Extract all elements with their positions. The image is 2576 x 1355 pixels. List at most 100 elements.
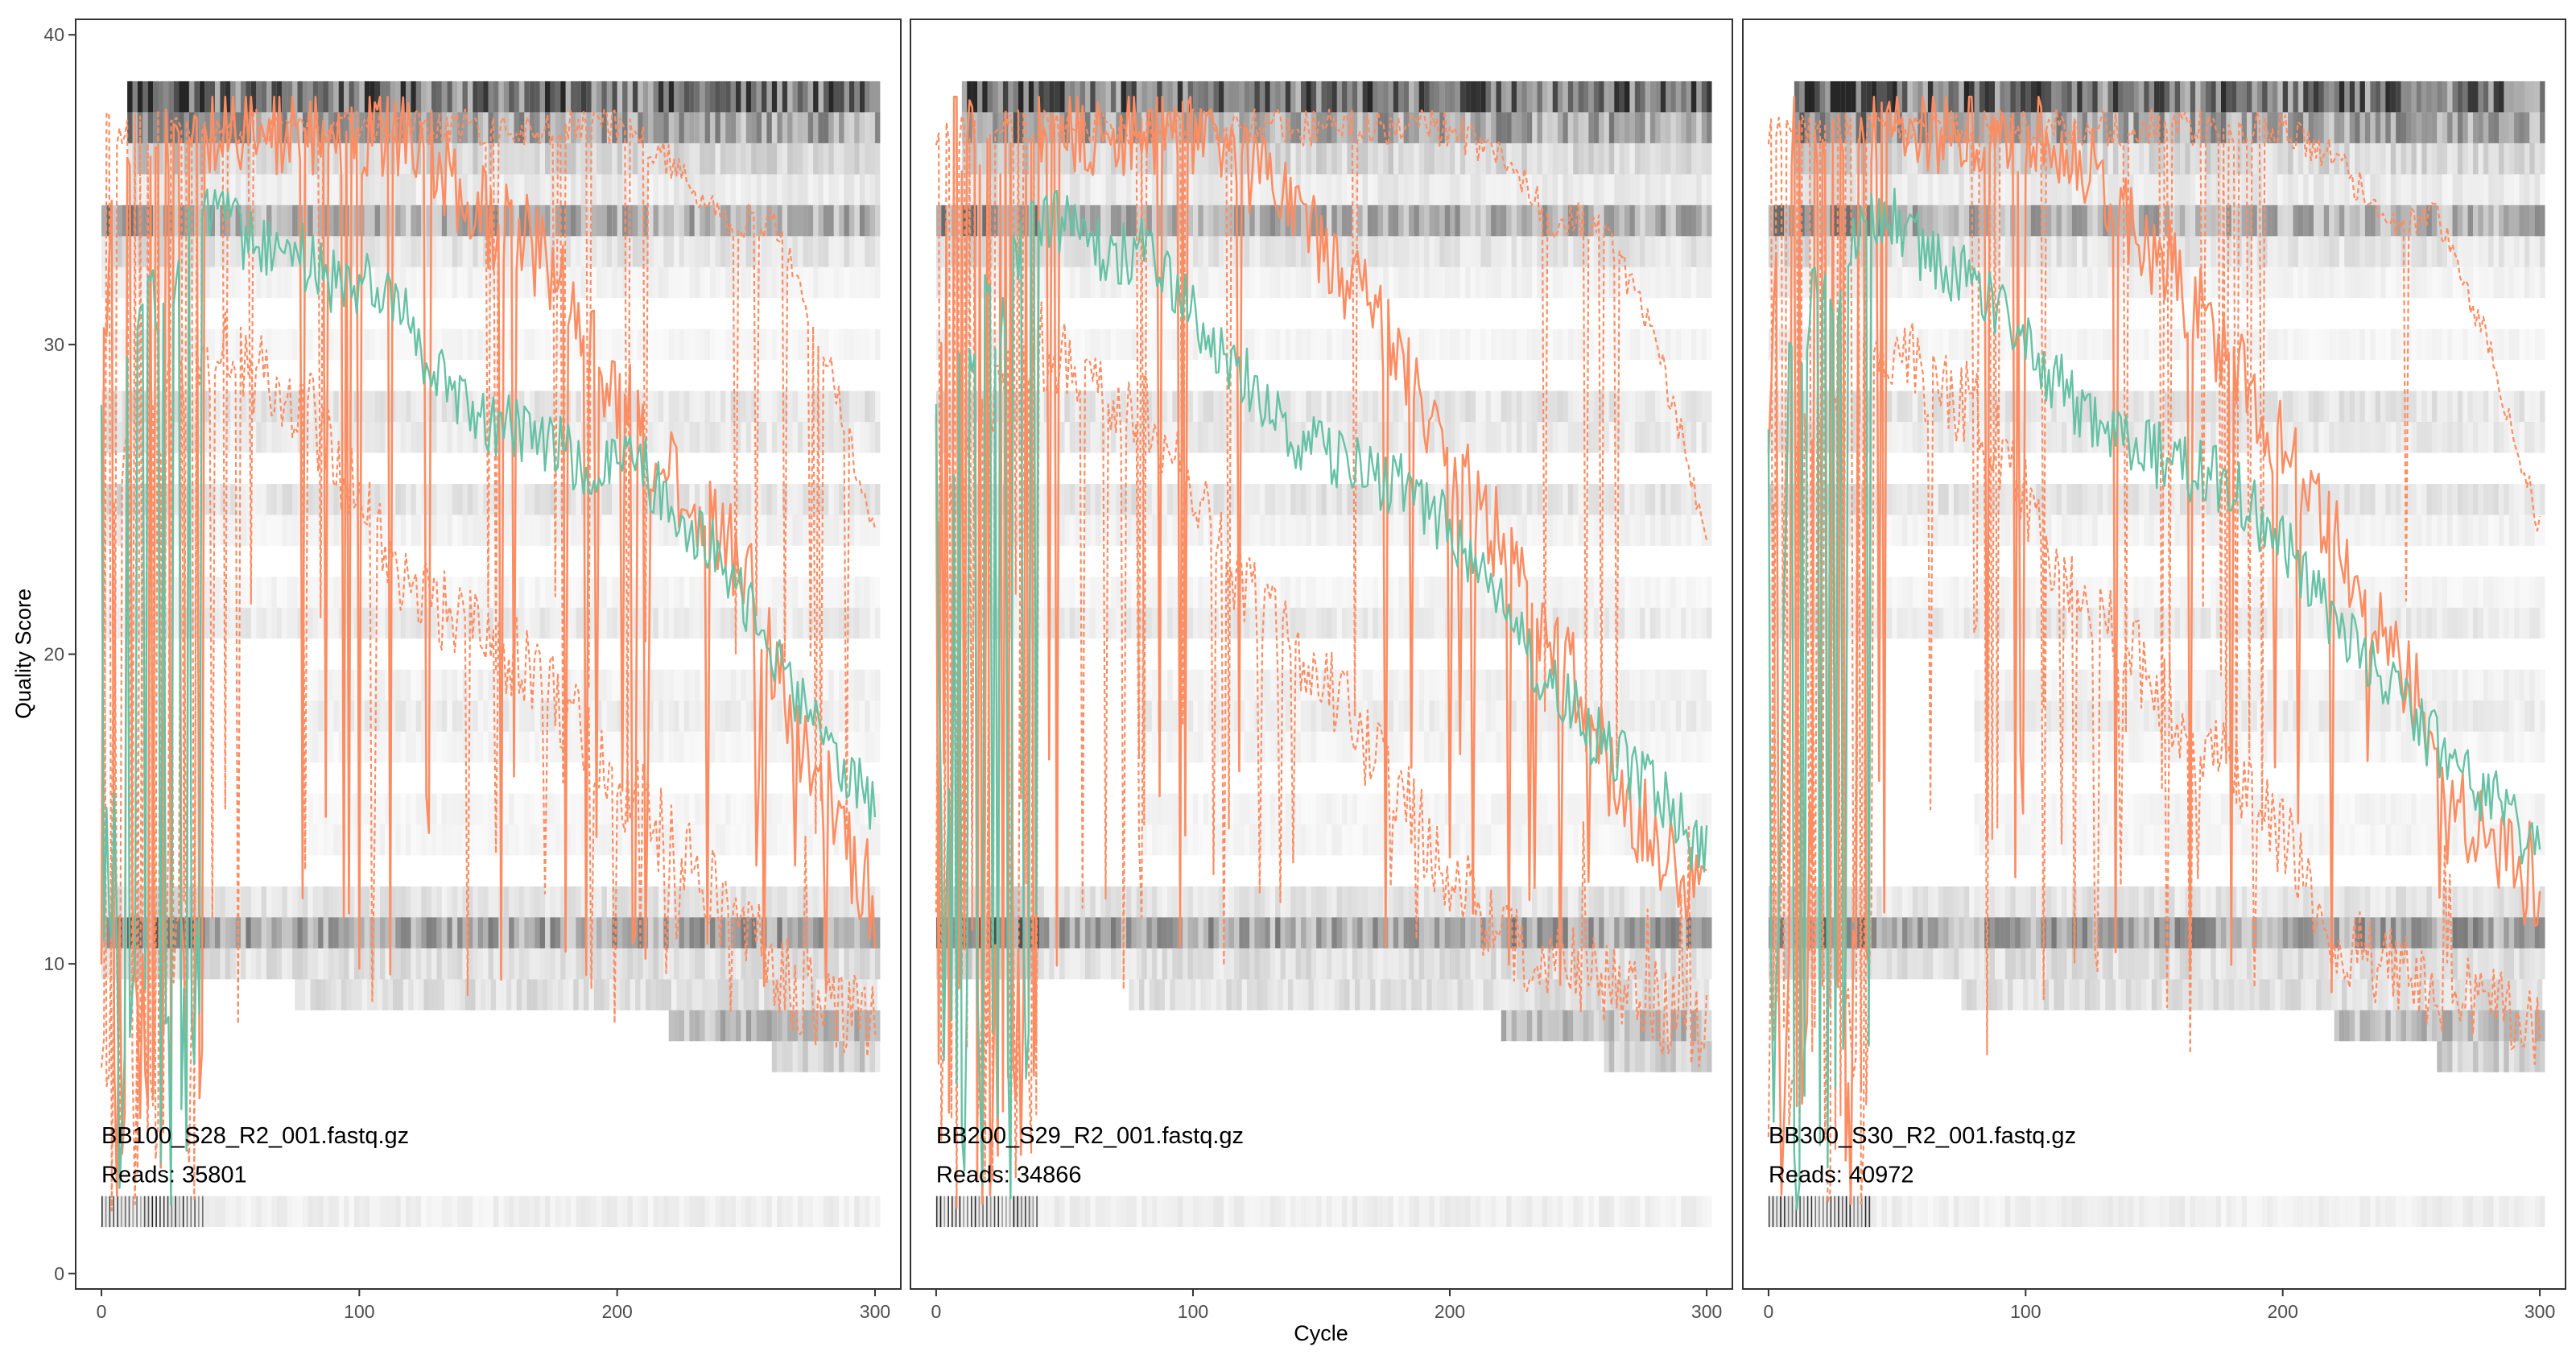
heatmap-cell [766, 174, 771, 205]
heatmap-cell [1579, 267, 1583, 299]
heatmap-cell [1347, 391, 1352, 422]
heatmap-cell [828, 391, 833, 422]
heatmap-cell [828, 700, 833, 732]
heatmap-cell [1198, 391, 1203, 422]
heatmap-cell [1090, 329, 1095, 361]
heatmap-cell [1039, 391, 1044, 422]
heatmap-cell [1090, 174, 1095, 205]
heatmap-cell [1198, 205, 1203, 236]
heatmap-cell [1409, 267, 1414, 299]
heatmap-cell [1573, 329, 1578, 361]
heatmap-cell [860, 514, 865, 546]
heatmap-cell [416, 824, 421, 856]
heatmap-cell [357, 979, 361, 1010]
heatmap-cell [731, 824, 736, 856]
heatmap-cell [1121, 174, 1126, 205]
heatmap-cell [1491, 174, 1496, 205]
heatmap-cell [725, 794, 730, 825]
heatmap-cell [772, 1041, 777, 1072]
heatmap-cell [710, 732, 715, 763]
heatmap-cell [798, 886, 803, 918]
heatmap-cell [411, 824, 415, 856]
heatmap-cell [406, 886, 411, 918]
heatmap-cell [622, 917, 627, 948]
heatmap-cell [1357, 81, 1362, 112]
heatmap-cell [798, 608, 803, 639]
heatmap-cell [421, 948, 426, 980]
heatmap-cell [710, 576, 715, 608]
heatmap-cell [808, 670, 813, 701]
heatmap-cell [313, 670, 318, 701]
heatmap-cell [601, 700, 606, 732]
heatmap-cell [1542, 81, 1547, 112]
heatmap-cell [401, 700, 406, 732]
heatmap-cell [344, 1196, 349, 1228]
heatmap-cell [1404, 174, 1409, 205]
heatmap-cell [648, 1196, 653, 1228]
heatmap-cell [349, 948, 354, 980]
heatmap-cell [1553, 174, 1558, 205]
heatmap-cell [140, 1196, 142, 1228]
heatmap-cell [766, 391, 771, 422]
heatmap-cell [725, 236, 730, 267]
heatmap-cell [442, 81, 447, 112]
heatmap-cell [1389, 205, 1393, 236]
heatmap-cell [844, 329, 849, 361]
heatmap-cell [1342, 391, 1347, 422]
heatmap-cell [468, 484, 473, 515]
heatmap-cell [1070, 391, 1075, 422]
heatmap-cell [828, 1196, 833, 1228]
heatmap-cell [1620, 174, 1624, 205]
heatmap-cell [654, 329, 658, 361]
heatmap-cell [416, 732, 421, 763]
heatmap-cell [787, 81, 792, 112]
heatmap-cell [1696, 267, 1701, 299]
heatmap-cell [1342, 174, 1347, 205]
heatmap-cell [674, 700, 679, 732]
heatmap-cell [1604, 205, 1609, 236]
heatmap-cell [824, 670, 828, 701]
heatmap-cell [607, 329, 612, 361]
heatmap-cell [573, 979, 578, 1010]
heatmap-cell [524, 143, 529, 175]
heatmap-cell [1527, 205, 1532, 236]
heatmap-cell [256, 514, 261, 546]
heatmap-cell [849, 329, 854, 361]
heatmap-cell [1517, 422, 1521, 453]
heatmap-cell [1445, 329, 1450, 361]
heatmap-cell [1075, 267, 1080, 299]
heatmap-cell [612, 514, 617, 546]
heatmap-cell [401, 484, 406, 515]
heatmap-cell [262, 81, 266, 112]
heatmap-cell [1208, 174, 1213, 205]
heatmap-cell [1301, 391, 1306, 422]
heatmap-cell [1070, 267, 1075, 299]
heatmap-cell [777, 422, 782, 453]
heatmap-cell [1383, 236, 1388, 267]
heatmap-cell [684, 205, 689, 236]
reads-count: 35801 [182, 1162, 247, 1188]
heatmap-cell [457, 700, 462, 732]
heatmap-cell [813, 948, 818, 980]
heatmap-cell [375, 143, 380, 175]
heatmap-cell [705, 81, 710, 112]
heatmap-cell [787, 576, 792, 608]
heatmap-cell [1131, 205, 1136, 236]
heatmap-cell [555, 81, 560, 112]
heatmap-cell [473, 917, 477, 948]
heatmap-cell [1624, 143, 1629, 175]
heatmap-cell [772, 794, 777, 825]
heatmap-cell [736, 1196, 741, 1228]
heatmap-cell [431, 948, 436, 980]
heatmap-cell [710, 143, 715, 175]
heatmap-cell [777, 205, 782, 236]
heatmap-cell [658, 267, 663, 299]
heatmap-cell [581, 205, 586, 236]
heatmap-cell [365, 391, 369, 422]
heatmap-cell [282, 422, 287, 453]
heatmap-cell [1290, 267, 1295, 299]
heatmap-cell [793, 484, 798, 515]
heatmap-cell [478, 329, 483, 361]
heatmap-cell [684, 576, 689, 608]
heatmap-cell [452, 1196, 457, 1228]
